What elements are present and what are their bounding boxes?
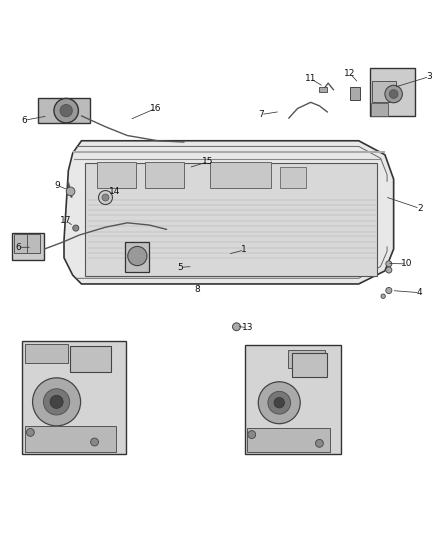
Circle shape: [386, 267, 392, 273]
Circle shape: [99, 190, 113, 205]
Text: 17: 17: [60, 216, 72, 225]
Circle shape: [258, 382, 300, 424]
Text: 15: 15: [202, 157, 214, 166]
Circle shape: [91, 438, 99, 446]
Bar: [372, 80, 396, 102]
Text: 6: 6: [22, 116, 28, 125]
Polygon shape: [64, 141, 394, 284]
Text: 9: 9: [55, 181, 60, 190]
Bar: [245, 345, 341, 454]
Bar: [370, 68, 416, 116]
Circle shape: [248, 431, 256, 439]
Text: 3: 3: [427, 72, 432, 81]
Circle shape: [385, 85, 403, 103]
Bar: [292, 352, 327, 376]
Text: 10: 10: [401, 260, 413, 269]
Bar: [247, 429, 330, 453]
Bar: [38, 98, 90, 123]
Bar: [25, 344, 68, 364]
Text: 1: 1: [241, 245, 247, 254]
Circle shape: [32, 378, 81, 426]
Circle shape: [102, 194, 109, 201]
Circle shape: [233, 323, 240, 330]
Bar: [14, 234, 27, 253]
Text: 11: 11: [305, 74, 316, 83]
Text: 2: 2: [417, 204, 423, 213]
Text: 12: 12: [344, 69, 356, 78]
Text: 13: 13: [242, 323, 253, 332]
Circle shape: [268, 391, 290, 414]
Bar: [21, 341, 127, 454]
Text: 14: 14: [110, 187, 121, 196]
Text: 6: 6: [15, 243, 21, 252]
Bar: [12, 233, 44, 260]
Bar: [318, 87, 327, 92]
Bar: [210, 161, 272, 188]
Bar: [280, 167, 306, 188]
Circle shape: [274, 398, 285, 408]
Bar: [70, 346, 111, 372]
Circle shape: [54, 99, 78, 123]
Circle shape: [73, 225, 79, 231]
Bar: [25, 426, 117, 453]
Bar: [85, 163, 377, 276]
Bar: [288, 350, 325, 368]
Bar: [145, 161, 184, 188]
Text: 7: 7: [258, 110, 264, 119]
Circle shape: [128, 246, 147, 265]
Bar: [97, 161, 136, 188]
Text: 8: 8: [194, 285, 200, 294]
Circle shape: [389, 90, 398, 99]
Circle shape: [50, 395, 63, 408]
Circle shape: [315, 439, 323, 447]
Circle shape: [26, 429, 34, 437]
Circle shape: [60, 104, 72, 117]
Text: 16: 16: [150, 104, 162, 113]
Circle shape: [66, 187, 75, 196]
Bar: [371, 103, 389, 116]
Circle shape: [43, 389, 70, 415]
Circle shape: [386, 261, 392, 267]
Text: 4: 4: [417, 288, 423, 297]
Circle shape: [386, 287, 392, 294]
Bar: [350, 87, 360, 100]
Bar: [125, 242, 149, 272]
Circle shape: [381, 294, 385, 298]
Bar: [27, 234, 40, 253]
Text: 5: 5: [177, 263, 183, 272]
